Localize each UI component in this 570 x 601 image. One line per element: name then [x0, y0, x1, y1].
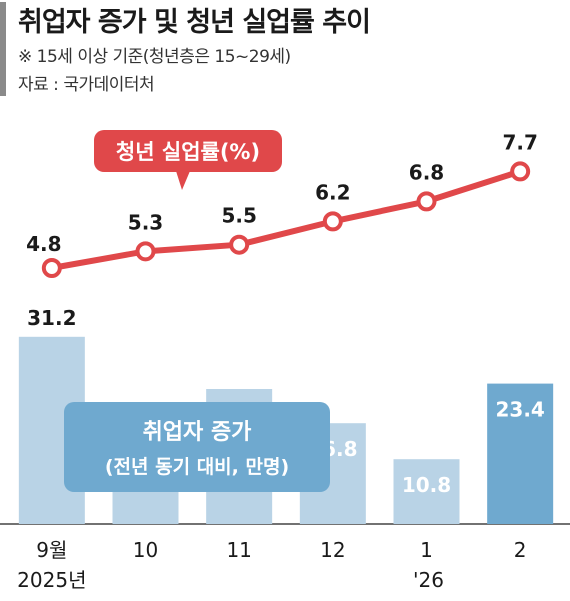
line-value-label-1: 5.3	[128, 210, 163, 234]
line-point-2	[229, 234, 250, 255]
line-point-4	[416, 191, 437, 212]
line-value-halo-5: 7.7	[502, 130, 537, 154]
x-tick-label-3: 12	[320, 538, 345, 562]
x-year-label-0: 2025년	[17, 568, 86, 592]
bar-5	[487, 383, 554, 524]
line-value-halo-3: 6.2	[315, 180, 350, 204]
x-year-label-4: '26	[413, 568, 444, 592]
line-point-1	[135, 241, 156, 262]
line-value-halo-4: 6.8	[409, 160, 444, 184]
line-value-halo-1: 5.3	[128, 210, 163, 234]
x-tick-label-2: 11	[226, 538, 251, 562]
line-value-halo-0: 4.8	[26, 232, 61, 256]
line-legend-label: 청년 실업률(%)	[116, 140, 260, 164]
line-value-label-3: 6.2	[315, 180, 350, 204]
line-value-halo-2: 5.5	[221, 204, 256, 228]
x-tick-label-4: 1	[420, 538, 433, 562]
line-value-label-2: 5.5	[221, 204, 256, 228]
line-value-label-5: 7.7	[502, 130, 537, 154]
line-point-3	[322, 211, 343, 232]
bar-value-label-0: 31.2	[27, 306, 76, 330]
bar-value-label-4: 10.8	[402, 473, 451, 497]
line-point-5	[510, 161, 531, 182]
bar-legend-sublabel: (전년 동기 대비, 만명)	[105, 456, 289, 478]
bar-4	[393, 459, 460, 524]
line-series-youth-unemployment	[48, 168, 524, 271]
bar-legend-box	[64, 402, 330, 492]
x-tick-label-1: 10	[133, 538, 158, 562]
line-point-0	[41, 258, 62, 278]
line-legend-pointer	[176, 171, 190, 190]
line-value-label-4: 6.8	[409, 160, 444, 184]
x-tick-label-0: 9월	[36, 538, 67, 562]
chart-note: ※ 15세 이상 기준(청년층은 15~29세)	[18, 47, 291, 67]
chart-title: 취업자 증가 및 청년 실업률 추이	[18, 7, 371, 38]
line-legend-box	[94, 130, 282, 172]
chart-source: 자료 : 국가데이터처	[18, 75, 155, 95]
title-accent-bar	[0, 2, 6, 96]
x-tick-label-5: 2	[514, 538, 527, 562]
line-value-label-0: 4.8	[26, 232, 61, 256]
bar-value-label-5: 23.4	[495, 398, 544, 422]
bar-legend-label: 취업자 증가	[143, 420, 252, 445]
